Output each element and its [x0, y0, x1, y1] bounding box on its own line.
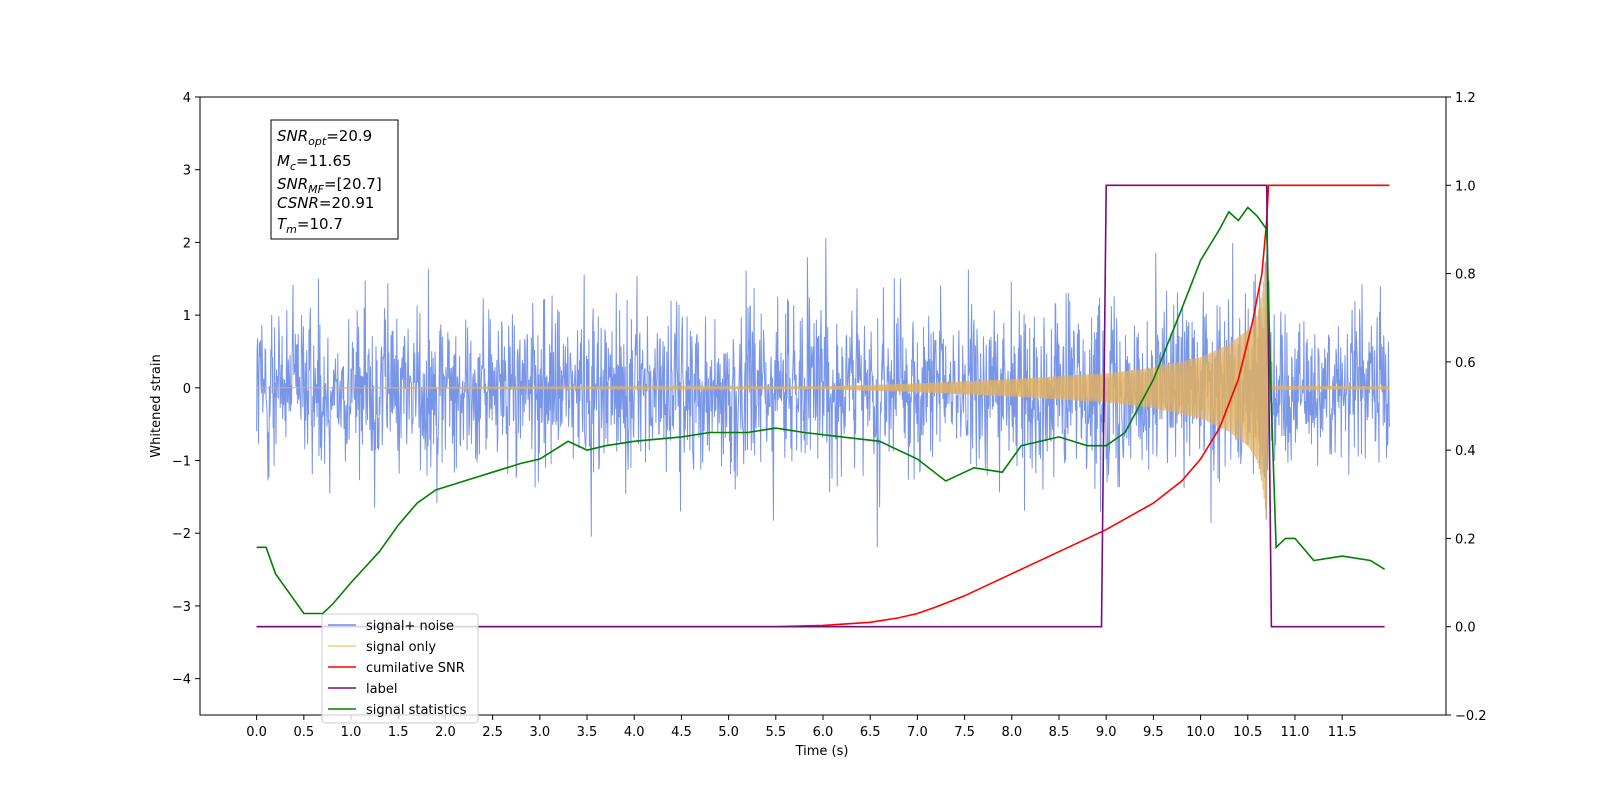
- legend-label-cumulative-snr: cumilative SNR: [366, 661, 465, 676]
- y-tick-label: 3: [183, 164, 191, 179]
- y2-tick-label: 0.6: [1455, 356, 1476, 371]
- y-tick-label: −1: [172, 455, 191, 470]
- y-tick-label: 1: [183, 309, 191, 324]
- x-tick-label: 0.0: [246, 725, 267, 740]
- x-tick-label: 8.5: [1049, 725, 1070, 740]
- y-tick-label: 2: [183, 236, 191, 251]
- series-signal-only-line: [256, 261, 1390, 519]
- legend-frame: [321, 613, 479, 724]
- x-tick-label: 1.0: [341, 725, 362, 740]
- y2-tick-label: 0.8: [1455, 268, 1476, 283]
- y-tick-label: 0: [183, 382, 191, 397]
- x-tick-label: 1.5: [388, 725, 409, 740]
- x-tick-label: 2.5: [482, 725, 503, 740]
- x-tick-label: 3.5: [577, 725, 598, 740]
- x-tick-label: 4.5: [671, 725, 692, 740]
- x-tick-label: 6.5: [860, 725, 881, 740]
- x-tick-label: 4.0: [624, 725, 645, 740]
- y2-tick-label: −0.2: [1455, 709, 1487, 724]
- x-tick-label: 0.5: [293, 725, 314, 740]
- legend-label-signal-only: signal only: [366, 640, 436, 655]
- y-axis-right: 1.2 1.0 0.8 0.6 0.4 0.2 0.0 −0.2: [1446, 91, 1487, 724]
- plot-data-layer: [256, 184, 1390, 628]
- x-tick-label: 11.5: [1328, 725, 1357, 740]
- annotation-box: SNRopt=20.9 Mc=11.65 SNRMF=[20.7] CSNR=2…: [270, 119, 399, 240]
- y-tick-label: 4: [183, 91, 191, 106]
- x-tick-label: 3.0: [529, 725, 550, 740]
- annotation-tm: Tm=10.7: [277, 215, 343, 236]
- y2-tick-label: 0.2: [1455, 532, 1476, 547]
- x-tick-label: 8.0: [1001, 725, 1022, 740]
- legend-label-signal-noise: signal+ noise: [366, 619, 454, 634]
- y2-tick-label: 0.0: [1455, 621, 1476, 636]
- series-label-line: [256, 184, 1385, 628]
- x-tick-label: 7.0: [907, 725, 928, 740]
- series-cumulative-snr-line: [256, 184, 1390, 628]
- y-axis-label: Whitened strain: [149, 354, 164, 457]
- x-axis: 0.0 0.5 1.0 1.5 2.0 2.5 3.0 3.5 4.0 4.5 5.0 5.5 6.0 6…: [246, 715, 1357, 740]
- y2-tick-label: 1.2: [1455, 91, 1476, 106]
- legend-label-signal-statistics: signal statistics: [366, 703, 467, 718]
- x-tick-label: 9.5: [1143, 725, 1164, 740]
- y2-tick-label: 0.4: [1455, 444, 1476, 459]
- x-tick-label: 9.0: [1096, 725, 1117, 740]
- annotation-csnr: CSNR=20.91: [277, 194, 374, 212]
- y-tick-label: −2: [172, 527, 191, 542]
- y-axis-left: 4 3 2 1 0 −1 −2 −3 −4: [172, 91, 200, 688]
- legend-label-label: label: [366, 682, 397, 697]
- x-axis-label: Time (s): [795, 744, 849, 759]
- x-tick-label: 2.0: [435, 725, 456, 740]
- x-tick-label: 5.5: [765, 725, 786, 740]
- y2-tick-label: 1.0: [1455, 179, 1476, 194]
- legend: signal+ noise signal only cumilative SNR…: [321, 613, 479, 724]
- series-signal-statistics-line: [256, 206, 1386, 615]
- x-tick-label: 10.0: [1186, 725, 1215, 740]
- y-tick-label: −3: [172, 600, 191, 615]
- x-tick-label: 10.5: [1233, 725, 1262, 740]
- y-tick-label: −4: [172, 673, 191, 688]
- x-tick-label: 5.0: [718, 725, 739, 740]
- annotation-snr-opt: SNRopt=20.9: [277, 127, 372, 148]
- annotation-snr-mf: SNRMF=[20.7]: [277, 175, 382, 196]
- x-tick-label: 11.0: [1280, 725, 1309, 740]
- x-tick-label: 7.5: [954, 725, 975, 740]
- x-tick-label: 6.0: [813, 725, 834, 740]
- annotation-mc: Mc=11.65: [277, 152, 352, 173]
